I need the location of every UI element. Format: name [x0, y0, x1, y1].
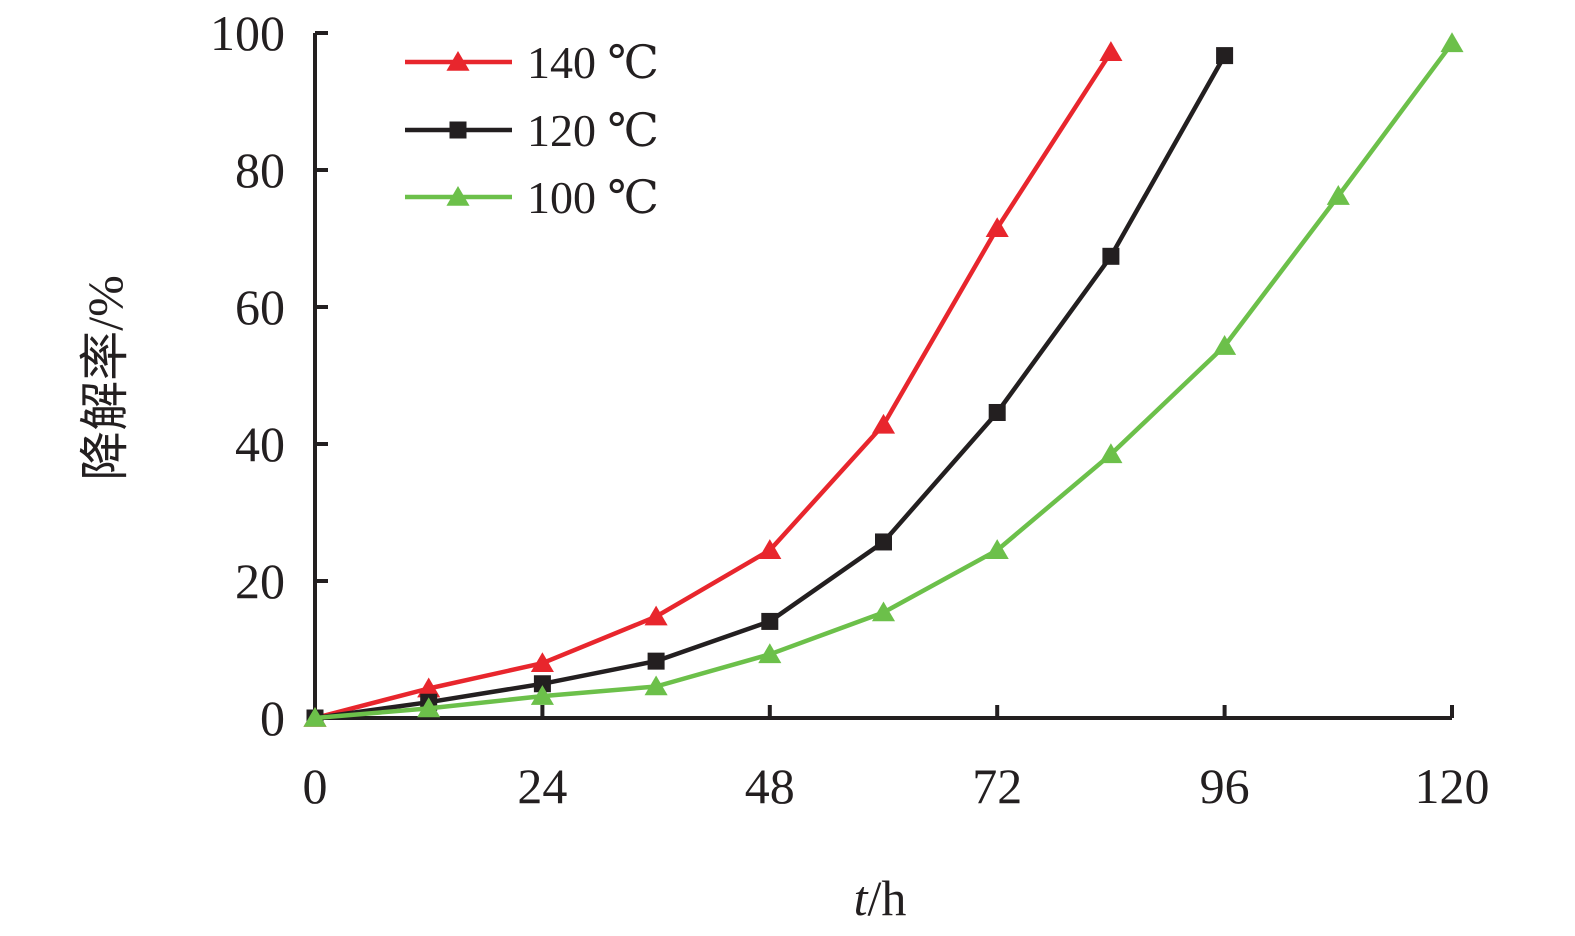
- data-point: [761, 612, 779, 630]
- data-point: [530, 652, 554, 672]
- data-point: [647, 652, 665, 670]
- x-tick-label: 0: [303, 758, 328, 814]
- data-point: [875, 533, 892, 551]
- legend-marker: [446, 186, 470, 206]
- legend: 140 ℃ 120 ℃ 100 ℃: [405, 37, 659, 223]
- y-tick-label: 80: [235, 142, 285, 198]
- series-line: [314, 50, 1113, 721]
- legend-item: 120 ℃: [405, 105, 659, 156]
- x-tick-label: 48: [745, 758, 795, 814]
- legend-marker: [446, 51, 470, 71]
- data-point: [1102, 247, 1120, 265]
- x-axis-title-unit: /h: [868, 870, 907, 926]
- legend-label: 100 ℃: [527, 172, 659, 223]
- legend-marker: [449, 121, 467, 139]
- series-layer: [303, 32, 1464, 727]
- x-axis-title-variable: t: [854, 870, 869, 926]
- data-point: [533, 675, 551, 693]
- data-point: [417, 697, 441, 718]
- data-point: [758, 643, 782, 664]
- data-point: [988, 403, 1006, 421]
- x-tick-label: 120: [1415, 758, 1490, 814]
- data-point: [1099, 41, 1123, 61]
- x-tick-label: 24: [517, 758, 567, 814]
- data-point: [1326, 185, 1350, 205]
- data-point: [985, 539, 1009, 559]
- legend-label: 120 ℃: [527, 105, 659, 156]
- data-point: [1099, 443, 1123, 464]
- data-point: [1440, 32, 1464, 53]
- axes: 0 20 40 60 80 100 0 24 48 72 96 120: [210, 5, 1490, 814]
- data-point: [644, 675, 668, 696]
- legend-label: 140 ℃: [527, 37, 659, 88]
- data-point: [1216, 47, 1234, 65]
- data-point: [1213, 335, 1237, 355]
- data-point: [417, 677, 441, 698]
- x-tick-label: 72: [972, 758, 1022, 814]
- y-tick-label: 100: [210, 5, 285, 61]
- data-point: [530, 685, 554, 705]
- legend-item: 100 ℃: [405, 172, 659, 223]
- data-point: [871, 413, 896, 434]
- x-tick-label: 96: [1200, 758, 1250, 814]
- series-0: [303, 41, 1123, 727]
- y-tick-label: 20: [235, 553, 285, 609]
- y-tick-label: 0: [260, 690, 285, 746]
- series-2: [303, 32, 1464, 727]
- data-point: [985, 217, 1009, 238]
- legend-item: 140 ℃: [405, 37, 659, 88]
- data-point: [758, 539, 782, 559]
- y-axis-title: 降解率/%: [77, 275, 133, 481]
- y-tick-label: 60: [235, 279, 285, 335]
- y-tick-label: 40: [235, 416, 285, 472]
- data-point: [303, 707, 327, 727]
- series-1: [306, 47, 1234, 727]
- x-axis-title: t/h: [854, 870, 907, 926]
- data-point: [644, 605, 668, 626]
- data-point: [871, 601, 896, 622]
